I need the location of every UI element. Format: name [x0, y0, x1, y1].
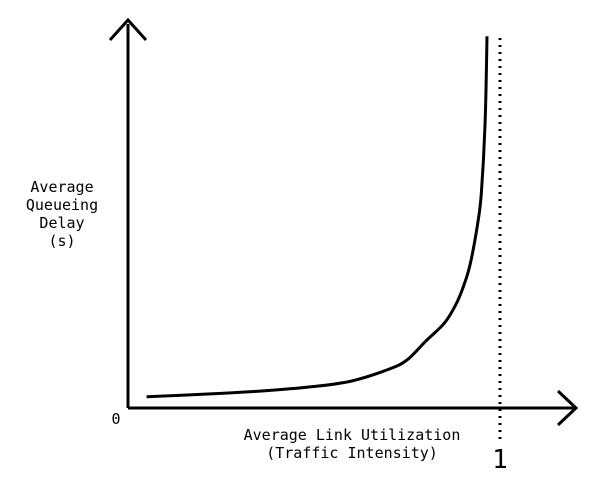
- y-axis-label-line-3: Delay: [39, 214, 84, 232]
- x-axis-arrowhead: [556, 389, 579, 427]
- y-axis-label-line-2: Queueing: [26, 196, 98, 214]
- origin-label: 0: [111, 410, 120, 428]
- y-axis-label-line-1: Average: [30, 178, 93, 196]
- delay-curve: [146, 36, 489, 399]
- y-axis-label-line-4: (s): [48, 232, 75, 250]
- x-tick-label-1: 1: [492, 445, 508, 475]
- y-axis-arrowhead: [108, 17, 148, 42]
- x-axis-label-line-2: (Traffic Intensity): [266, 444, 438, 462]
- x-axis-label-line-1: Average Link Utilization: [244, 426, 461, 444]
